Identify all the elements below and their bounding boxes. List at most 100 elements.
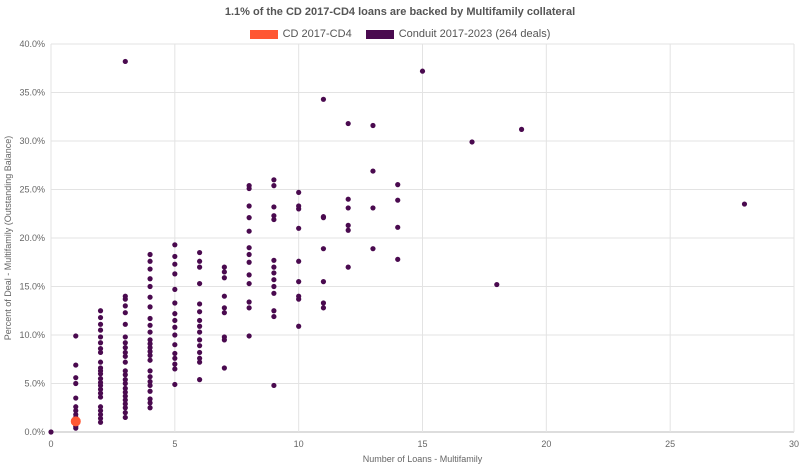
data-point-conduit[interactable]: [345, 227, 351, 233]
data-point-conduit[interactable]: [122, 380, 128, 387]
data-point-conduit[interactable]: [172, 253, 178, 260]
data-point-conduit[interactable]: [197, 355, 203, 361]
data-point-conduit[interactable]: [246, 228, 252, 234]
data-point-conduit[interactable]: [172, 324, 178, 330]
data-point-conduit[interactable]: [197, 280, 203, 287]
data-point-conduit[interactable]: [741, 201, 748, 207]
data-point-conduit[interactable]: [147, 405, 153, 411]
data-point-conduit[interactable]: [97, 314, 104, 321]
data-point-conduit[interactable]: [320, 300, 327, 306]
data-point-conduit[interactable]: [122, 393, 128, 399]
data-point-conduit[interactable]: [147, 304, 153, 310]
data-point-conduit[interactable]: [122, 372, 128, 378]
data-point-conduit[interactable]: [97, 404, 104, 410]
data-point-conduit[interactable]: [97, 321, 104, 327]
data-point-conduit[interactable]: [494, 281, 500, 288]
data-point-conduit[interactable]: [73, 411, 79, 418]
data-point-conduit[interactable]: [345, 196, 351, 202]
data-point-conduit[interactable]: [221, 269, 227, 275]
data-point-conduit[interactable]: [246, 259, 252, 265]
data-point-conduit[interactable]: [122, 321, 128, 327]
data-point-conduit[interactable]: [246, 183, 252, 189]
data-point-conduit[interactable]: [197, 317, 203, 324]
data-point-conduit[interactable]: [197, 343, 203, 349]
data-point-conduit[interactable]: [97, 411, 104, 418]
data-point-conduit[interactable]: [97, 394, 104, 400]
data-point-conduit[interactable]: [197, 264, 203, 270]
data-point-conduit[interactable]: [320, 246, 327, 252]
data-point-conduit[interactable]: [197, 301, 203, 307]
data-point-conduit[interactable]: [345, 120, 351, 127]
data-point-conduit[interactable]: [122, 368, 128, 374]
data-point-conduit[interactable]: [296, 189, 302, 196]
data-point-conduit[interactable]: [469, 139, 475, 145]
data-point-conduit[interactable]: [172, 286, 178, 293]
data-point-conduit[interactable]: [172, 300, 178, 306]
data-point-conduit[interactable]: [147, 266, 153, 272]
data-point-conduit[interactable]: [172, 366, 178, 372]
data-point-conduit[interactable]: [172, 271, 178, 277]
data-point-conduit[interactable]: [197, 249, 203, 256]
data-point-conduit[interactable]: [320, 305, 327, 311]
data-point-conduit[interactable]: [97, 308, 104, 314]
data-point-conduit[interactable]: [122, 345, 128, 351]
data-point-conduit[interactable]: [97, 379, 104, 386]
data-point-conduit[interactable]: [271, 283, 277, 290]
data-point-conduit[interactable]: [147, 382, 153, 389]
data-point-conduit[interactable]: [221, 275, 227, 281]
data-point-conduit[interactable]: [122, 349, 128, 356]
data-point-conduit[interactable]: [147, 251, 153, 258]
data-point-conduit[interactable]: [197, 323, 203, 329]
data-point-conduit[interactable]: [370, 246, 376, 252]
data-point-conduit[interactable]: [48, 429, 54, 435]
data-point-conduit[interactable]: [122, 310, 128, 316]
data-point-conduit[interactable]: [147, 258, 153, 264]
data-point-conduit[interactable]: [345, 264, 351, 270]
data-point-conduit[interactable]: [320, 279, 327, 285]
data-point-conduit[interactable]: [147, 337, 153, 343]
data-point-conduit[interactable]: [147, 378, 153, 385]
data-point-conduit[interactable]: [147, 341, 153, 347]
data-point-conduit[interactable]: [296, 203, 302, 209]
data-point-conduit[interactable]: [395, 182, 401, 188]
data-point-conduit[interactable]: [221, 293, 227, 299]
data-point-conduit[interactable]: [147, 357, 153, 363]
data-point-conduit[interactable]: [172, 332, 178, 338]
data-point-conduit[interactable]: [122, 410, 128, 416]
data-point-conduit[interactable]: [296, 279, 302, 285]
data-point-conduit[interactable]: [172, 342, 178, 348]
data-point-conduit[interactable]: [122, 385, 128, 391]
data-point-conduit[interactable]: [296, 323, 302, 329]
data-point-conduit[interactable]: [246, 272, 252, 278]
data-point-conduit[interactable]: [221, 264, 227, 270]
data-point-conduit[interactable]: [172, 242, 178, 248]
data-point-conduit[interactable]: [122, 353, 128, 359]
data-point-conduit[interactable]: [147, 368, 153, 374]
data-point-conduit[interactable]: [395, 197, 401, 203]
data-point-conduit[interactable]: [271, 270, 277, 276]
data-point-conduit[interactable]: [197, 258, 203, 264]
data-point-conduit[interactable]: [147, 315, 153, 322]
legend-item-cd-2017-cd4[interactable]: CD 2017-CD4: [249, 28, 352, 40]
data-point-conduit[interactable]: [172, 317, 178, 324]
data-point-conduit[interactable]: [147, 396, 153, 402]
data-point-conduit[interactable]: [73, 380, 79, 387]
data-point-conduit[interactable]: [271, 382, 277, 389]
data-point-conduit[interactable]: [97, 386, 104, 392]
data-point-conduit[interactable]: [97, 327, 104, 333]
data-point-conduit[interactable]: [122, 405, 128, 411]
data-point-conduit[interactable]: [271, 277, 277, 283]
data-point-conduit[interactable]: [197, 309, 203, 315]
data-point-conduit[interactable]: [147, 400, 153, 406]
data-point-conduit[interactable]: [271, 183, 277, 189]
data-point-conduit[interactable]: [320, 96, 327, 102]
data-point-conduit[interactable]: [122, 340, 128, 346]
data-point-conduit[interactable]: [147, 329, 153, 335]
data-point-conduit[interactable]: [122, 389, 128, 395]
data-point-conduit[interactable]: [271, 308, 277, 314]
data-point-conduit[interactable]: [271, 204, 277, 210]
data-point-conduit[interactable]: [147, 294, 153, 300]
data-point-conduit[interactable]: [345, 205, 351, 211]
data-point-conduit[interactable]: [172, 361, 178, 367]
data-point-conduit[interactable]: [370, 168, 376, 174]
